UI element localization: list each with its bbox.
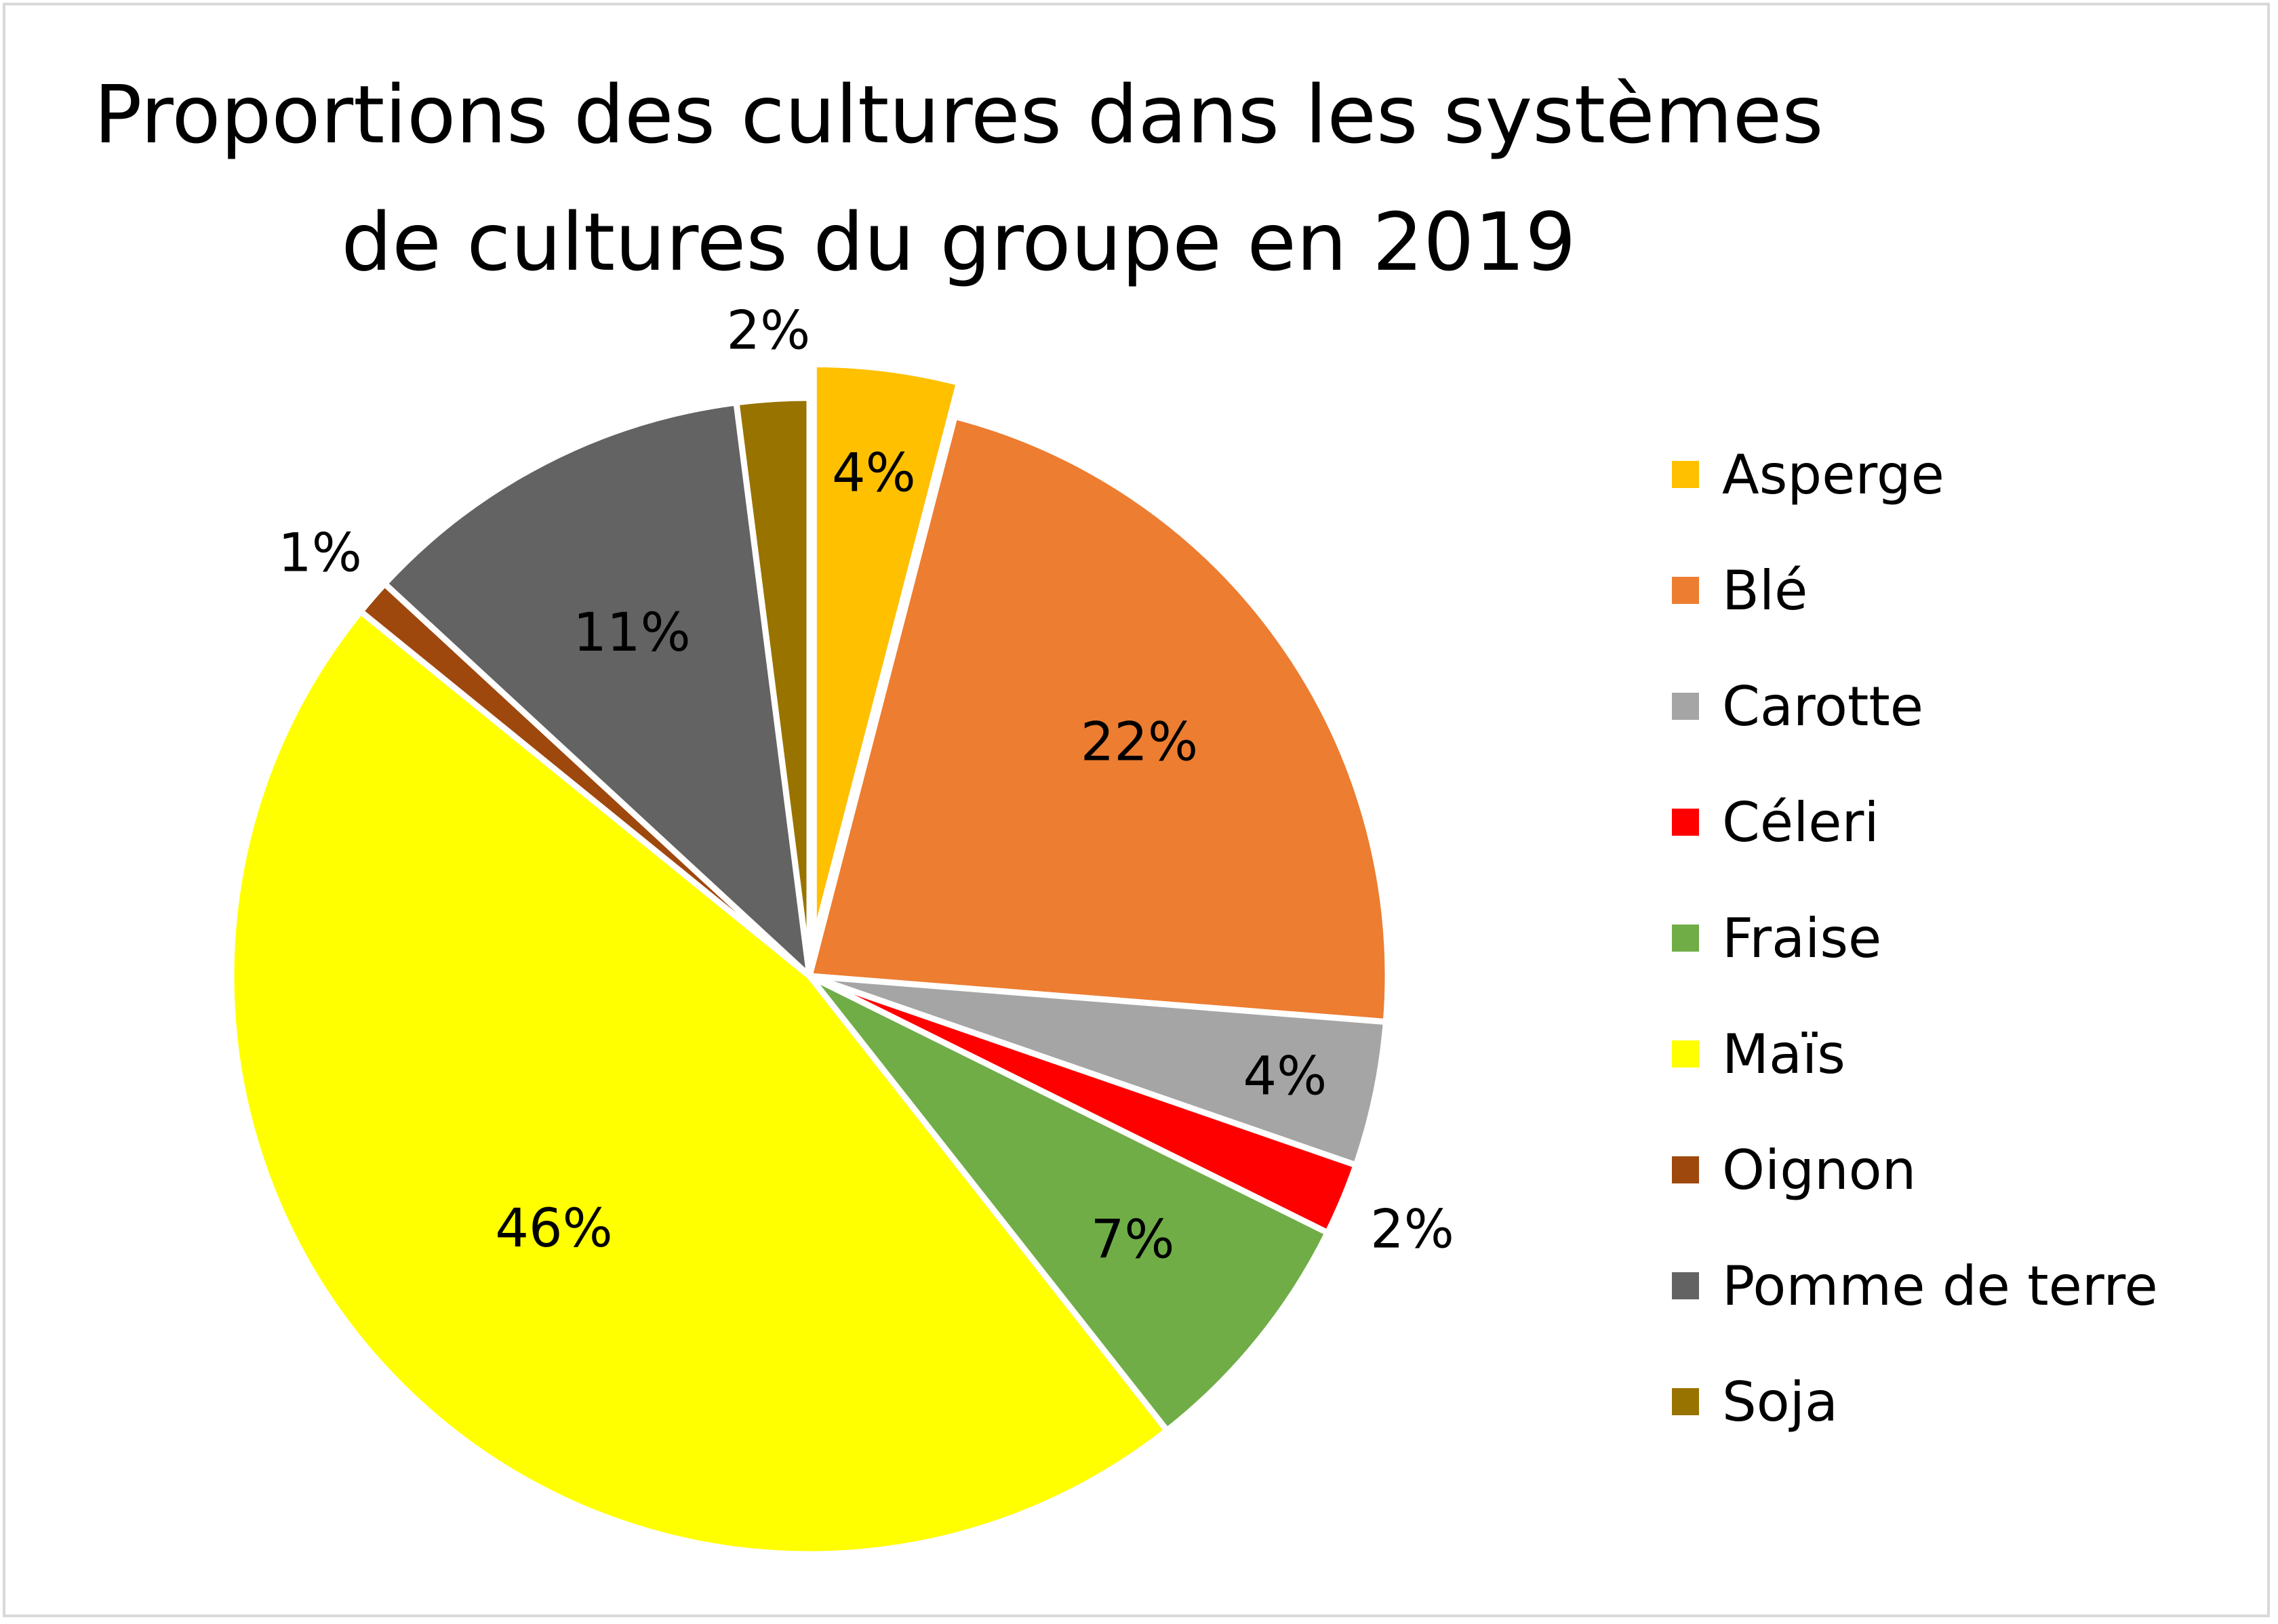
legend-swatch — [1672, 1388, 1699, 1415]
legend-swatch — [1672, 461, 1699, 488]
legend-label: Oignon — [1722, 1139, 1916, 1202]
legend-label: Maïs — [1722, 1023, 1845, 1086]
pie-slice-pomme-de-terre — [380, 399, 814, 984]
chart-title-line-1: Proportions des cultures dans les systèm… — [94, 68, 1823, 161]
legend-label: Asperge — [1722, 443, 1944, 506]
data-label: 4% — [1243, 1047, 1327, 1108]
pie-slice-fraise — [807, 973, 1332, 1435]
legend-swatch — [1672, 577, 1699, 604]
data-label: 2% — [727, 301, 811, 362]
data-label: 2% — [1370, 1199, 1454, 1260]
legend-label: Soja — [1722, 1371, 1838, 1434]
legend-label: Blé — [1722, 559, 1807, 622]
legend-label: Carotte — [1722, 675, 1923, 738]
chart-title-line-2: de cultures du groupe en 2019 — [341, 195, 1576, 289]
data-label: 11% — [573, 603, 690, 664]
legend-swatch — [1672, 693, 1699, 720]
pie-slice-maïs — [228, 607, 1172, 1558]
pie-slice-soja — [732, 394, 813, 977]
pie-slice-asperge — [810, 361, 963, 943]
data-label: 46% — [495, 1198, 612, 1259]
pie-slice-blé — [805, 412, 1391, 1026]
data-label: 1% — [278, 523, 362, 584]
legend-swatch — [1672, 809, 1699, 836]
legend-label: Céleri — [1722, 791, 1879, 854]
legend-swatch — [1672, 925, 1699, 952]
legend-swatch — [1672, 1040, 1699, 1068]
legend-label: Pomme de terre — [1722, 1255, 2158, 1318]
legend-swatch — [1672, 1156, 1699, 1183]
data-label: 7% — [1091, 1209, 1175, 1270]
data-label: 4% — [832, 443, 916, 504]
legend-swatch — [1672, 1272, 1699, 1299]
legend-label: Fraise — [1722, 907, 1881, 970]
data-label: 22% — [1081, 712, 1198, 773]
